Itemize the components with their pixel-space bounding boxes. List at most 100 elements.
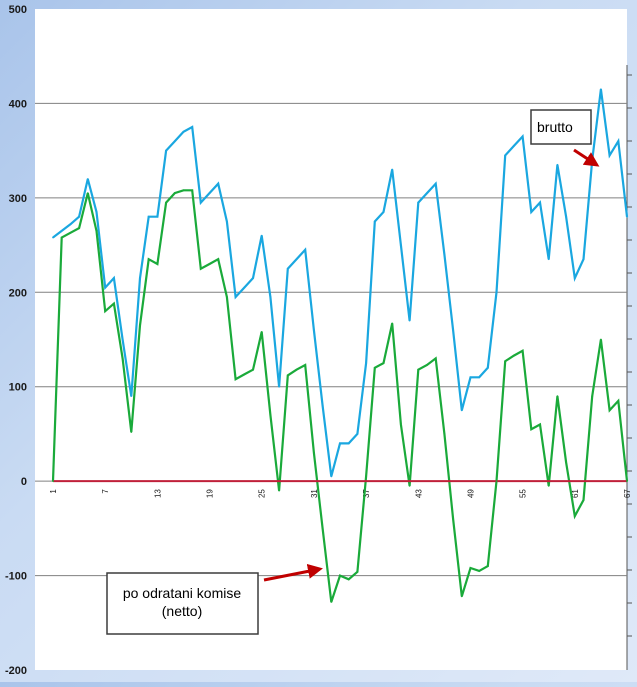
y-tick-label: 100 xyxy=(9,382,27,394)
y-tick-label: 400 xyxy=(9,98,27,110)
x-tick-label: 61 xyxy=(571,489,580,498)
data-point xyxy=(252,368,254,371)
data-point xyxy=(121,357,124,360)
y-tick-label: 300 xyxy=(9,193,27,205)
data-point xyxy=(521,135,524,138)
data-point xyxy=(339,574,341,577)
data-point xyxy=(426,364,428,366)
data-point xyxy=(617,140,620,143)
data-point xyxy=(86,192,89,195)
data-point xyxy=(104,286,107,289)
data-point xyxy=(86,178,89,180)
data-point xyxy=(95,230,98,232)
data-point xyxy=(486,565,489,568)
data-point xyxy=(347,442,350,445)
callout-box-brutto xyxy=(530,109,592,145)
data-point xyxy=(121,338,124,341)
data-point xyxy=(582,499,585,501)
data-point xyxy=(278,489,281,492)
data-point xyxy=(565,215,568,218)
data-point xyxy=(321,527,324,530)
callout-label-line: po odratani komise xyxy=(123,585,242,601)
y-tick-label: 0 xyxy=(21,476,27,488)
data-point xyxy=(582,258,585,261)
data-point xyxy=(286,267,289,270)
y-axis-ticks: -200 -100 0 100 200 300 400 500 xyxy=(5,4,27,677)
data-point xyxy=(417,368,420,371)
x-tick-label: 37 xyxy=(362,489,371,498)
data-point xyxy=(234,378,237,381)
data-point xyxy=(165,149,167,152)
data-point xyxy=(365,475,367,478)
x-tick-label: 13 xyxy=(153,489,162,498)
data-point xyxy=(199,267,202,270)
data-point xyxy=(260,331,263,333)
data-point xyxy=(243,286,246,289)
data-point xyxy=(243,373,246,376)
data-point xyxy=(626,480,628,483)
data-point xyxy=(547,258,550,261)
data-point xyxy=(208,263,211,265)
data-point xyxy=(173,192,176,195)
data-point xyxy=(460,409,463,412)
data-point xyxy=(147,215,150,218)
y-tick-label: -100 xyxy=(5,571,27,583)
data-point xyxy=(547,484,550,487)
x-tick-label: 7 xyxy=(101,489,110,494)
data-point xyxy=(226,220,228,223)
data-point xyxy=(278,385,281,388)
data-point xyxy=(443,253,446,256)
data-point xyxy=(539,201,541,204)
y-tick-label: 500 xyxy=(9,4,27,16)
data-point xyxy=(434,357,437,360)
data-point xyxy=(78,227,80,229)
data-point xyxy=(165,201,167,204)
data-point xyxy=(617,399,620,402)
data-point xyxy=(295,368,298,371)
data-point xyxy=(556,163,559,166)
data-point xyxy=(608,409,611,412)
callout-arrow-netto xyxy=(263,563,323,582)
data-point xyxy=(191,189,194,192)
callout-label-line: (netto) xyxy=(162,603,202,619)
data-point xyxy=(504,360,507,363)
x-tick-label: 19 xyxy=(206,489,215,498)
data-point xyxy=(373,366,376,369)
data-point xyxy=(426,192,428,195)
data-point xyxy=(469,567,472,569)
callout-arrow-brutto xyxy=(573,148,600,167)
data-point xyxy=(147,258,150,261)
data-point xyxy=(347,578,350,581)
data-point xyxy=(339,442,341,445)
data-point xyxy=(112,277,115,280)
data-point xyxy=(139,324,141,327)
series-points xyxy=(52,88,628,603)
data-point xyxy=(199,201,202,204)
data-point xyxy=(130,395,133,398)
data-point xyxy=(217,182,220,185)
data-point xyxy=(513,145,515,147)
y-tick-label: -200 xyxy=(5,665,27,677)
data-point xyxy=(573,277,576,280)
data-point xyxy=(530,428,533,431)
data-point xyxy=(452,329,454,331)
data-point xyxy=(408,484,411,487)
data-point xyxy=(173,140,176,143)
data-point xyxy=(52,236,54,239)
data-point xyxy=(434,182,437,185)
x-tick-label: 55 xyxy=(519,489,528,498)
data-point xyxy=(399,423,402,426)
data-point xyxy=(513,354,515,357)
data-point xyxy=(269,296,272,298)
data-point xyxy=(139,277,141,280)
data-point xyxy=(626,215,628,218)
callout-label-netto: po odratani komise (netto) xyxy=(123,585,242,619)
data-point xyxy=(382,211,385,213)
data-point xyxy=(313,329,315,331)
data-point xyxy=(591,395,594,398)
data-point xyxy=(330,475,333,478)
data-point xyxy=(608,154,611,157)
data-point xyxy=(417,201,420,204)
data-point xyxy=(130,431,133,433)
